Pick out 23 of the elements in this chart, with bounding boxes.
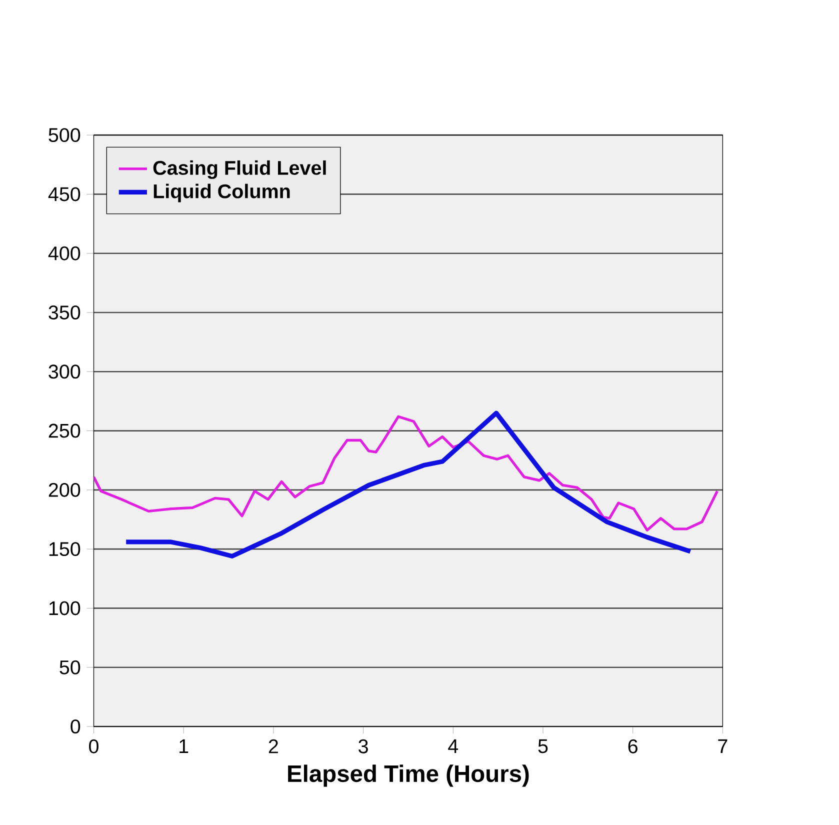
y-tick-label: 350 <box>48 306 80 320</box>
y-tick-label: 400 <box>48 246 80 260</box>
line-series <box>94 415 719 532</box>
y-tick-label: 250 <box>48 424 80 438</box>
x-tick-label: 3 <box>358 739 368 754</box>
legend-label: Liquid Column <box>154 184 290 202</box>
x-axis-title: Elapsed Time (Hours) <box>288 764 529 787</box>
x-tick-label: 2 <box>268 739 278 754</box>
x-tick-label: 4 <box>448 739 458 753</box>
legend-label: Casing Fluid Level <box>153 160 326 179</box>
y-tick-label: 0 <box>70 720 80 734</box>
x-tick-label: 5 <box>538 739 548 754</box>
y-tick-label: 450 <box>48 187 80 202</box>
x-tick-label: 7 <box>718 739 728 753</box>
y-tick-label: 500 <box>48 128 80 142</box>
x-tick-label: 1 <box>180 739 188 753</box>
y-tick-label: 200 <box>48 482 80 497</box>
y-tick-label: 50 <box>60 660 80 674</box>
y-tick-label: 150 <box>49 542 80 556</box>
x-tick-label: 6 <box>628 739 638 754</box>
y-tick-label: 300 <box>48 364 80 379</box>
y-tick-label: 100 <box>49 601 80 616</box>
x-tick-label: 0 <box>89 739 98 754</box>
